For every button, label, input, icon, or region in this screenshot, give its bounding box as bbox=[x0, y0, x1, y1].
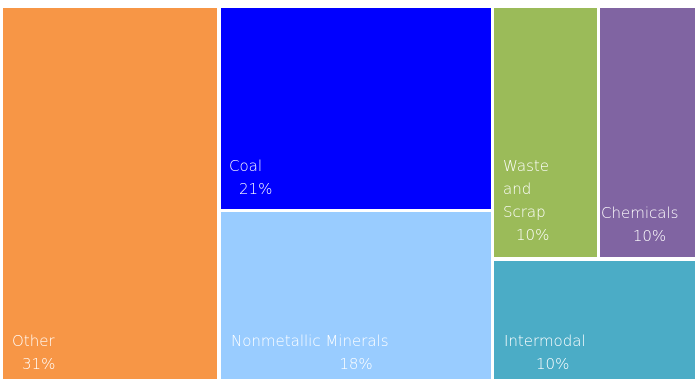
tile-rect bbox=[600, 8, 695, 257]
tile-waste-and-scrap: Waste and Scrap 10% bbox=[494, 8, 597, 257]
tile-category-label: Coal bbox=[229, 157, 262, 175]
tile-category-label: Chemicals bbox=[601, 204, 678, 222]
tile-category-label: Nonmetallic Minerals bbox=[231, 332, 389, 350]
tile-category-label: Intermodal bbox=[504, 332, 586, 350]
tile-rect bbox=[221, 212, 491, 379]
tile-percent-label: 10% bbox=[536, 355, 569, 373]
tile-percent-label: 18% bbox=[339, 355, 372, 373]
tile-other: Other 31% bbox=[3, 8, 217, 379]
tile-chemicals: Chemicals 10% bbox=[600, 8, 695, 257]
tile-rect bbox=[221, 8, 491, 209]
tile-nonmetallic-minerals: Nonmetallic Minerals 18% bbox=[221, 212, 491, 379]
tile-rect bbox=[3, 8, 217, 379]
tile-rect bbox=[494, 261, 695, 379]
tile-rect bbox=[494, 8, 597, 257]
tile-coal: Coal 21% bbox=[221, 8, 491, 209]
tile-percent-label: 21% bbox=[239, 180, 272, 198]
tile-percent-label: 10% bbox=[633, 227, 666, 245]
tile-intermodal: Intermodal 10% bbox=[494, 261, 695, 379]
tile-percent-label: 10% bbox=[516, 226, 549, 244]
tile-category-label: Waste and Scrap bbox=[503, 157, 549, 221]
tile-percent-label: 31% bbox=[22, 355, 55, 373]
tile-category-label: Other bbox=[12, 332, 55, 350]
